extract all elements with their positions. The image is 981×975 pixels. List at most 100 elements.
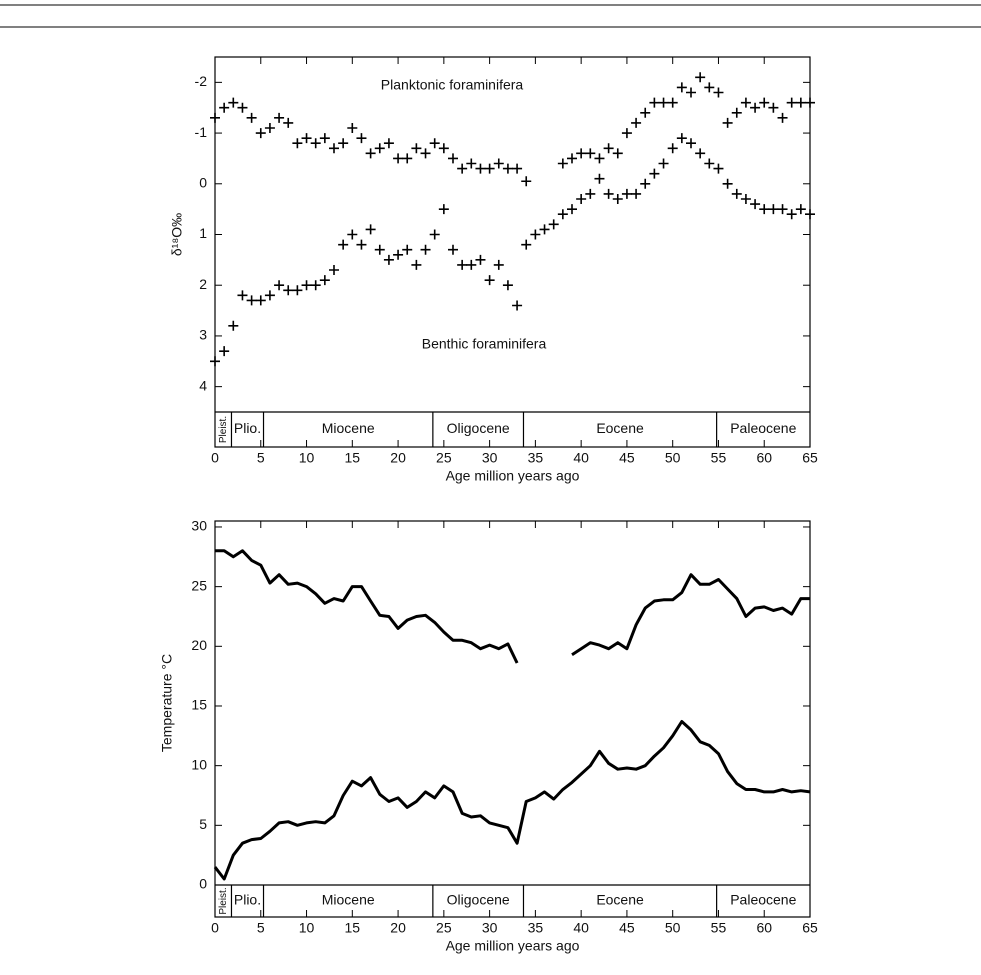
data-point (411, 143, 422, 154)
data-point (713, 87, 724, 98)
data-point (274, 280, 285, 291)
data-point (676, 133, 687, 144)
x-tick-label: 35 (528, 920, 544, 936)
y-tick-label: 1 (199, 225, 207, 241)
data-point (283, 285, 294, 296)
y-tick-label: 10 (191, 756, 207, 772)
data-point (448, 153, 458, 164)
data-point (567, 153, 577, 164)
data-point (557, 158, 568, 169)
data-point (329, 265, 339, 275)
data-point (438, 204, 449, 215)
data-point (475, 163, 486, 174)
x-tick-label: 55 (711, 920, 727, 936)
data-point (768, 204, 779, 215)
data-point (310, 138, 321, 149)
data-point (356, 239, 367, 250)
data-point (686, 138, 696, 149)
data-point (246, 295, 257, 306)
data-point (667, 143, 678, 154)
data-point (704, 82, 715, 93)
y-tick-label: -1 (195, 124, 208, 140)
data-point (557, 209, 568, 220)
data-point (411, 259, 422, 270)
x-tick-label: 0 (211, 450, 219, 466)
data-point (713, 163, 724, 174)
data-point (640, 178, 651, 189)
x-tick-label: 60 (756, 450, 772, 466)
data-point (667, 97, 678, 108)
data-point (795, 97, 806, 108)
data-point (612, 194, 623, 204)
data-point (750, 102, 761, 113)
data-point (319, 275, 330, 286)
data-point (219, 102, 230, 113)
data-point (365, 224, 376, 235)
data-point (274, 112, 285, 123)
y-tick-label: 15 (191, 697, 207, 713)
x-tick-label: 5 (257, 920, 265, 936)
data-point (237, 290, 248, 301)
data-point (777, 112, 788, 123)
data-point (502, 163, 513, 174)
data-point (219, 346, 230, 357)
data-point (347, 123, 358, 133)
data-point (539, 224, 550, 235)
x-tick-label: 10 (299, 920, 315, 936)
epoch-label: Pleist. (218, 887, 229, 914)
data-point (448, 244, 458, 255)
data-point (649, 97, 660, 108)
data-point (347, 229, 358, 240)
data-point (402, 153, 413, 164)
data-point (621, 188, 632, 199)
x-tick-label: 20 (390, 920, 406, 936)
epoch-label: Miocene (322, 420, 375, 436)
data-point (731, 188, 742, 199)
epoch-label: Oligocene (447, 420, 510, 436)
y-tick-label: 5 (199, 816, 207, 832)
data-point (429, 229, 440, 240)
x-tick-label: 55 (711, 450, 727, 466)
data-line (215, 549, 810, 664)
x-tick-label: 15 (345, 450, 361, 466)
x-tick-label: 15 (345, 920, 361, 936)
data-point (420, 244, 431, 255)
data-point (658, 158, 669, 169)
data-point (228, 97, 239, 108)
epoch-label: Plio. (234, 420, 261, 436)
data-point (603, 188, 614, 199)
y-axis-label: Temperature °C (159, 654, 175, 752)
data-point (228, 320, 239, 331)
data-point (210, 112, 220, 123)
data-point (759, 97, 770, 108)
epoch-label: Oligocene (447, 892, 510, 908)
epoch-label: Plio. (234, 892, 261, 908)
data-point (603, 143, 614, 154)
data-point (731, 107, 742, 118)
y-tick-label: -2 (195, 73, 208, 89)
x-tick-label: 45 (619, 450, 635, 466)
data-line (213, 720, 811, 881)
x-axis-label: Age million years ago (446, 468, 580, 484)
data-point (786, 97, 797, 108)
data-point (356, 133, 367, 144)
x-tick-label: 40 (573, 450, 589, 466)
data-point (621, 128, 632, 139)
x-tick-label: 50 (665, 920, 681, 936)
data-point (264, 123, 275, 133)
data-point (365, 148, 376, 159)
data-point (631, 117, 642, 128)
epoch-label: Pleist. (218, 416, 229, 443)
data-point (576, 148, 587, 159)
data-point (301, 133, 312, 144)
x-tick-label: 30 (482, 920, 498, 936)
data-point (649, 168, 660, 179)
data-point (548, 219, 559, 230)
data-point (512, 300, 523, 311)
data-point (493, 158, 504, 169)
x-tick-label: 30 (482, 450, 498, 466)
data-point (768, 102, 779, 113)
data-point (246, 112, 257, 123)
data-point (319, 133, 330, 144)
x-tick-label: 40 (573, 920, 589, 936)
